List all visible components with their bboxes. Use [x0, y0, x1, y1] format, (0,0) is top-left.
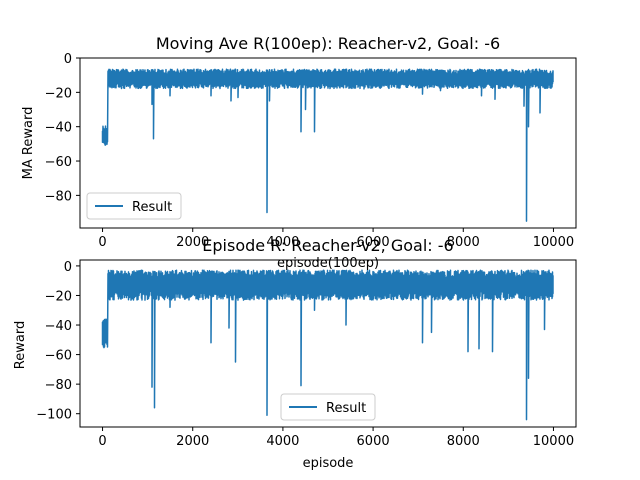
- ma-legend: Result: [86, 192, 182, 220]
- ma-series-line: [101, 68, 554, 222]
- ma-xtick-label: 4000: [266, 235, 299, 250]
- ma-xtick-label: 6000: [357, 235, 390, 250]
- ma-xtick-label: 0: [98, 235, 106, 250]
- episode-ytick-label: −80: [45, 378, 72, 393]
- episode-legend-box: [280, 393, 376, 421]
- episode-ytick-label: −100: [36, 408, 72, 423]
- ma-plot-frame: [79, 57, 577, 229]
- ma-xtick-label: 10000: [533, 235, 574, 250]
- ma-xtick-label: 8000: [447, 235, 480, 250]
- ma-ytick-label: −40: [45, 121, 72, 136]
- episode-chart-xlabel: episode: [303, 456, 354, 471]
- ma-reward-chart: Moving Ave R(100ep): Reacher-v2, Goal: -…: [21, 34, 577, 271]
- ma-ytick-label: −20: [45, 86, 72, 101]
- episode-chart-ylabel: Reward: [13, 321, 28, 369]
- ma-legend-box: [86, 192, 182, 220]
- episode-ytick-label: 0: [64, 260, 72, 275]
- episode-xtick-label: 6000: [357, 434, 390, 449]
- episode-xtick-label: 10000: [533, 434, 574, 449]
- episode-ytick-label: −20: [45, 289, 72, 304]
- episode-series-line: [101, 269, 554, 421]
- episode-plot-frame: [79, 259, 577, 428]
- episode-ytick-label: −60: [45, 349, 72, 364]
- ma-ytick-label: 0: [64, 52, 72, 67]
- ma-axes: 0 2000 4000 6000 8000 10000 0 −20 −40 −60 −80: [45, 52, 577, 250]
- ma-chart-ylabel: MA Reward: [21, 107, 36, 180]
- ma-ytick-label: −80: [45, 189, 72, 204]
- episode-legend: Result: [280, 393, 376, 421]
- episode-chart-title: Episode R: Reacher-v2, Goal: -6: [202, 236, 453, 255]
- ma-chart-xlabel: episode(100ep): [277, 256, 379, 271]
- episode-xtick-label: 8000: [447, 434, 480, 449]
- ma-legend-label: Result: [132, 200, 172, 215]
- ma-ytick-label: −60: [45, 155, 72, 170]
- ma-xtick-label: 2000: [176, 235, 209, 250]
- episode-reward-chart: Episode R: Reacher-v2, Goal: -6 Reward e…: [13, 236, 577, 471]
- episode-series-group: [101, 269, 554, 421]
- ma-chart-title: Moving Ave R(100ep): Reacher-v2, Goal: -…: [156, 34, 500, 53]
- episode-axes: 0 2000 4000 6000 8000 10000 0 −20 −40 −60 −80 −100: [36, 259, 577, 449]
- episode-ytick-label: −40: [45, 319, 72, 334]
- episode-xtick-label: 4000: [266, 434, 299, 449]
- episode-legend-label: Result: [326, 401, 366, 416]
- episode-xtick-label: 0: [98, 434, 106, 449]
- episode-xtick-label: 2000: [176, 434, 209, 449]
- ma-series-group: [101, 68, 554, 222]
